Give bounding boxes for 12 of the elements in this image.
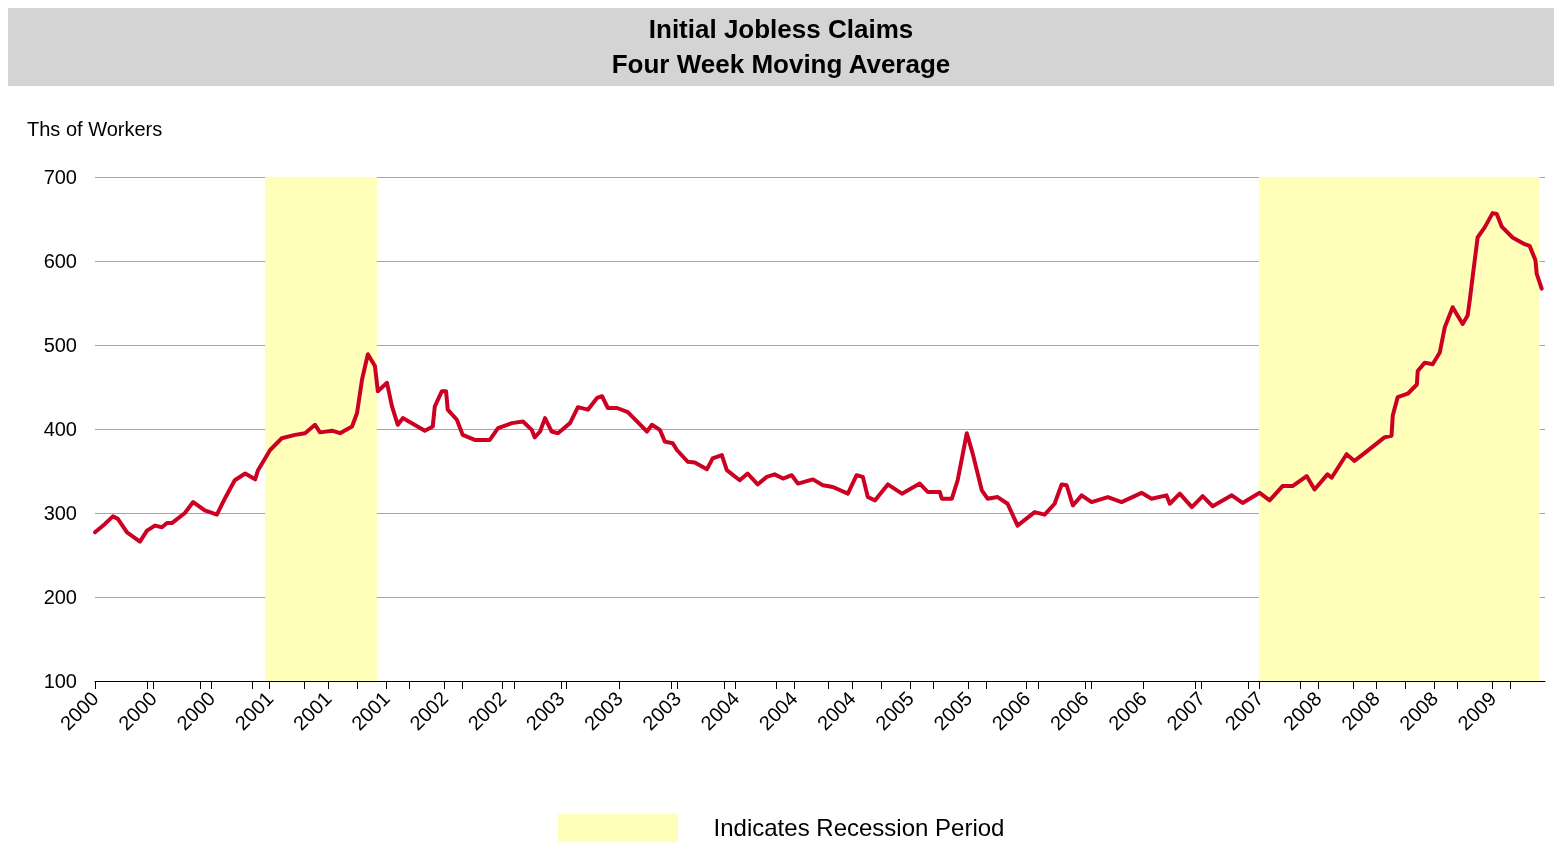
y-tick-label: 500 [43,334,77,356]
y-tick-label: 700 [43,166,77,188]
chart-title: Initial Jobless Claims [648,13,914,46]
chart-subtitle: Four Week Moving Average [611,48,951,81]
y-tick-label: 400 [43,418,77,440]
y-tick-label: 200 [43,586,77,608]
y-tick-label: 100 [43,670,77,692]
y-tick-label: 600 [43,250,77,272]
y-tick-label: 300 [43,502,77,524]
y-axis-title: Ths of Workers [27,118,163,140]
line-series [93,211,1544,544]
legend-label: Indicates Recession Period [713,814,1005,842]
